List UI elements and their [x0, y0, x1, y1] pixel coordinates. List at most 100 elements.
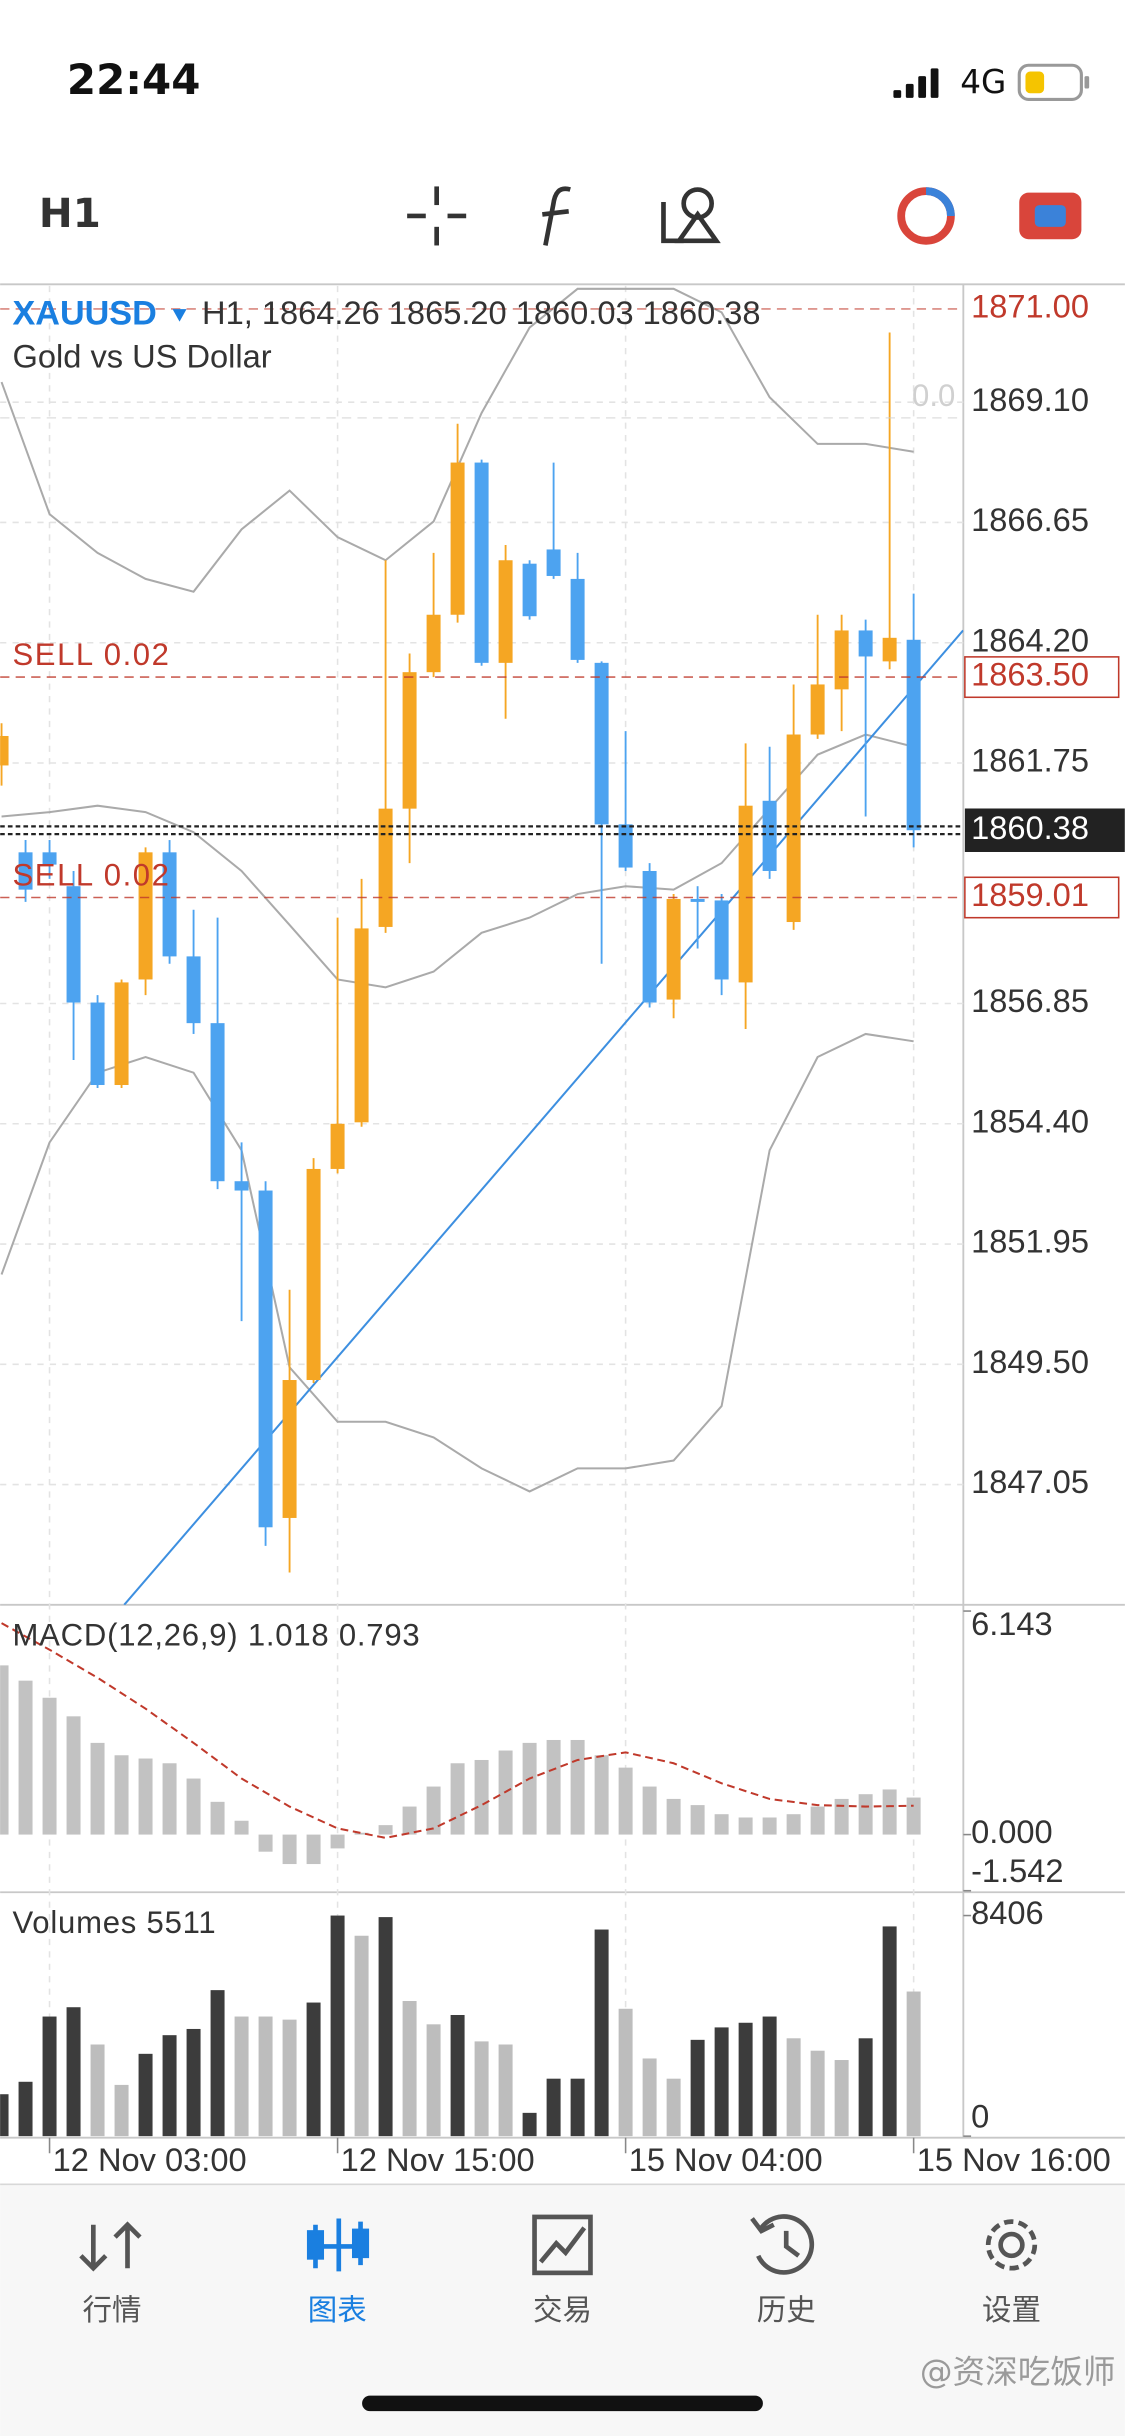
- candle-body: [138, 852, 153, 980]
- candle-body: [330, 1123, 345, 1169]
- bar: [66, 2007, 81, 2137]
- bar: [402, 1806, 417, 1835]
- bar: [738, 1817, 753, 1835]
- tab-history[interactable]: 历史: [750, 2214, 816, 2328]
- bar: [426, 2024, 441, 2137]
- bar: [594, 1755, 609, 1835]
- bar: [642, 1786, 657, 1835]
- candle-body: [210, 1023, 225, 1182]
- bar: [666, 2078, 681, 2137]
- y-tick-label: 1869.10: [971, 381, 1089, 418]
- bar: [402, 2001, 417, 2137]
- volume-plot: [0, 1915, 921, 2137]
- bar: [90, 1742, 105, 1835]
- bar: [210, 1801, 225, 1835]
- tab-bar: [0, 2184, 1125, 2436]
- price-box: [964, 808, 1125, 852]
- tab-label[interactable]: 行情: [82, 2293, 141, 2327]
- bar: [618, 1767, 633, 1835]
- one-click-button[interactable]: [1019, 192, 1082, 240]
- bar: [666, 1798, 681, 1835]
- battery-icon: [1017, 63, 1090, 101]
- bar: [234, 1820, 249, 1835]
- y-tick-label: 1851.95: [971, 1223, 1089, 1260]
- candle-body: [474, 462, 489, 663]
- bar: [162, 1763, 177, 1835]
- price-box-label: 1860.38: [971, 809, 1089, 846]
- candle-body: [522, 563, 537, 617]
- bar: [282, 2019, 297, 2137]
- bar: [210, 1990, 225, 2137]
- candle-body: [738, 805, 753, 983]
- price-box-label: 1863.50: [971, 656, 1089, 693]
- candle-body: [306, 1168, 321, 1381]
- candle-body: [618, 824, 633, 868]
- tab-label[interactable]: 设置: [982, 2293, 1041, 2327]
- tab-label[interactable]: 交易: [533, 2293, 592, 2327]
- panel-title: MACD(12,26,9) 1.018 0.793: [13, 1618, 421, 1653]
- price-box-label: 1859.01: [971, 876, 1089, 913]
- tab-label[interactable]: 图表: [308, 2293, 367, 2327]
- indicators-button[interactable]: [542, 186, 571, 246]
- bar: [834, 2060, 849, 2137]
- y-tick-label: 6.143: [971, 1605, 1053, 1642]
- bar: [570, 2078, 585, 2137]
- bar: [762, 1817, 777, 1835]
- candle-body: [258, 1190, 273, 1528]
- trade-clock-button[interactable]: [897, 187, 955, 245]
- tab-trade[interactable]: 交易: [532, 2214, 593, 2327]
- candle-body: [450, 462, 465, 615]
- symbol-dropdown[interactable]: [172, 309, 187, 322]
- bar: [546, 2078, 561, 2137]
- bar: [882, 1926, 897, 2137]
- home-indicator: [362, 2395, 763, 2412]
- timeframe-button[interactable]: H1: [39, 190, 101, 237]
- candle-body: [90, 1002, 105, 1086]
- tab-label[interactable]: 历史: [757, 2293, 816, 2327]
- bar: [186, 2028, 201, 2137]
- candle-body: [810, 684, 825, 735]
- tab-chart[interactable]: 图表: [306, 2218, 370, 2328]
- candle-body: [114, 982, 129, 1086]
- candle-body: [882, 637, 897, 662]
- signal-icon: [893, 68, 939, 98]
- price-box: [964, 656, 1120, 699]
- level-label: SELL 0.02: [13, 637, 171, 672]
- bar: [330, 1915, 345, 2137]
- candle-body: [42, 852, 57, 865]
- bar: [810, 1806, 825, 1835]
- bar: [306, 2002, 321, 2137]
- bar: [738, 2022, 753, 2137]
- y-tick-label: 8406: [971, 1894, 1044, 1931]
- price-box-label: 1871.00: [971, 288, 1089, 325]
- candle-body: [402, 672, 417, 809]
- line: [0, 1032, 914, 1493]
- bar: [474, 1759, 489, 1835]
- crosshair-button[interactable]: [407, 186, 467, 246]
- candle-body: [666, 898, 681, 1000]
- bar: [594, 1929, 609, 2137]
- bar: [618, 2008, 633, 2137]
- tab-settings[interactable]: 设置: [982, 2219, 1041, 2328]
- bar: [162, 2035, 177, 2137]
- bar: [330, 1834, 345, 1849]
- bar: [474, 2041, 489, 2137]
- x-tick-label: 12 Nov 03:00: [53, 2141, 247, 2178]
- candle-body: [546, 549, 561, 576]
- level-label: 0.0: [912, 378, 955, 413]
- candle-body: [690, 898, 705, 902]
- bar: [258, 1834, 273, 1852]
- x-tick-label: 15 Nov 04:00: [629, 2141, 823, 2178]
- objects-button[interactable]: [661, 187, 721, 244]
- bar: [834, 1798, 849, 1835]
- bar: [42, 2016, 57, 2137]
- symbol-description: Gold vs US Dollar: [13, 337, 272, 374]
- bar: [714, 1814, 729, 1835]
- tab-quotes[interactable]: 行情: [79, 2221, 142, 2327]
- bar: [18, 1680, 33, 1835]
- symbol-name[interactable]: XAUUSD: [13, 294, 157, 332]
- candle-body: [354, 928, 369, 1123]
- bar: [42, 1697, 57, 1835]
